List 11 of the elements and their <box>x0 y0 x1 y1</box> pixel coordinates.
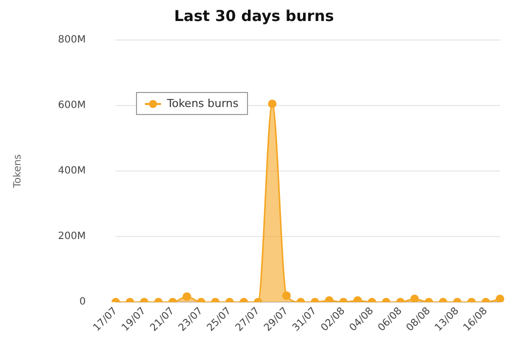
y-tick-label: 400M <box>58 166 86 177</box>
point <box>268 100 277 108</box>
point <box>324 296 334 302</box>
y-tick-label: 200M <box>58 231 86 242</box>
y-tick-label: 0 <box>79 296 86 308</box>
y-axis-title: Tokens <box>12 154 24 189</box>
y-tick-label: 600M <box>58 100 86 112</box>
chart-title: Last 30 days burns <box>174 6 334 25</box>
legend-label: Tokens burns <box>167 97 239 110</box>
y-tick-label: 800M <box>58 34 86 46</box>
point <box>353 296 362 302</box>
